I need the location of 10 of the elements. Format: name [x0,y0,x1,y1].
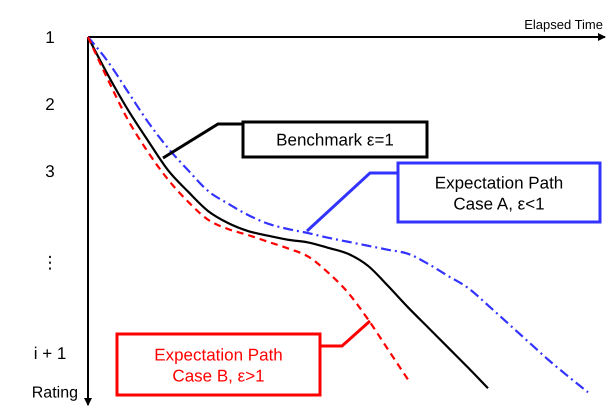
x-axis-title: Elapsed Time [524,17,603,32]
text: ⋮ [42,252,58,272]
text: Expectation Path Case B, ε>1 [154,345,283,386]
legend-label: Benchmark ε=1 [276,130,394,150]
text: i + 1 [34,344,66,363]
y-tick-label: 2 [45,94,55,114]
y-axis-title: Rating [32,384,78,402]
text: Expectation Path Case A, ε<1 [434,173,564,214]
y-tick-label: 1 [45,28,55,47]
y-tick-label: 3 [45,162,55,181]
